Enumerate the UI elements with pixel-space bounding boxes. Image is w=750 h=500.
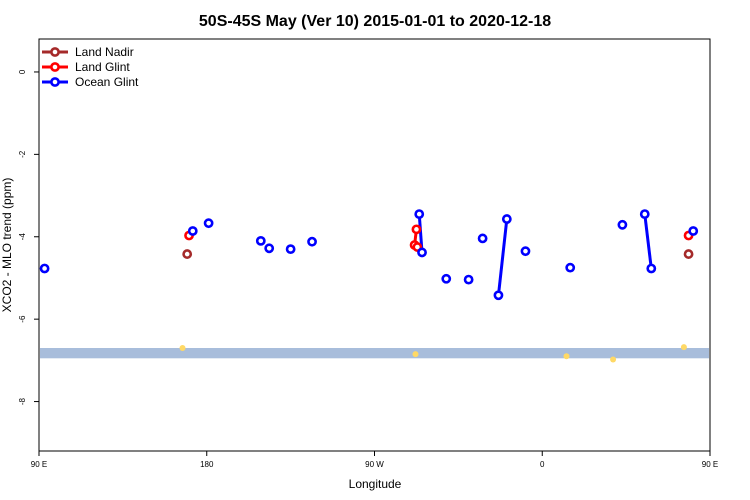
legend-label-ocean-glint: Ocean Glint xyxy=(75,75,139,89)
ocean-glint-point xyxy=(307,236,317,247)
x-tick-label: 90 E xyxy=(702,460,718,469)
segment-layer xyxy=(413,213,653,296)
ocean-glint-point xyxy=(417,247,427,258)
legend-label-land-nadir: Land Nadir xyxy=(75,45,134,59)
ocean-glint-point xyxy=(463,274,474,285)
y-tick-label: -2 xyxy=(18,150,27,158)
land-glint-point xyxy=(411,224,422,235)
ocean-glint-point xyxy=(617,219,628,230)
band-marker xyxy=(563,353,570,360)
ocean-glint-point xyxy=(639,209,650,219)
chart-title: 50S-45S May (Ver 10) 2015-01-01 to 2020-… xyxy=(199,13,551,30)
land-nadir-point xyxy=(182,249,193,259)
y-axis-label: XCO2 - MLO trend (ppm) xyxy=(0,178,14,313)
land-nadir-point xyxy=(683,249,694,259)
y-axis: 0 -2 -4 -6 -8 xyxy=(18,69,39,405)
ocean-glint-point xyxy=(501,214,512,224)
ocean-glint-point xyxy=(264,243,275,254)
plot-frame xyxy=(38,38,711,452)
x-tick-label: 90 W xyxy=(365,460,384,469)
band-marker xyxy=(412,351,419,358)
band-marker xyxy=(610,356,617,363)
point-layer xyxy=(39,209,699,301)
y-tick-label: -8 xyxy=(18,397,27,405)
ocean-glint-point xyxy=(285,244,296,255)
legend-marker-ocean-glint xyxy=(50,77,60,87)
ocean-glint-point xyxy=(203,218,214,229)
ocean-glint-point xyxy=(414,209,425,219)
marker-layer xyxy=(179,344,687,363)
ocean-glint-point xyxy=(255,235,266,246)
legend-marker-land-nadir xyxy=(50,47,60,57)
y-tick-label: -6 xyxy=(18,315,27,323)
y-tick-label: -4 xyxy=(18,233,27,241)
ocean-glint-point xyxy=(646,263,657,274)
ocean-glint-segment xyxy=(643,213,653,269)
x-tick-label: 90 E xyxy=(31,460,47,469)
x-tick-label: 180 xyxy=(200,460,214,469)
ocean-glint-point xyxy=(493,290,504,301)
ocean-glint-segment xyxy=(496,218,509,296)
ocean-glint-point xyxy=(187,226,198,236)
ocean-glint-point xyxy=(39,263,50,274)
ocean-glint-point xyxy=(477,233,488,244)
x-axis-label: Longitude xyxy=(349,477,402,491)
y-tick-label: 0 xyxy=(18,69,27,74)
legend-marker-land-glint xyxy=(50,62,60,72)
ocean-glint-point xyxy=(441,273,452,284)
x-tick-label: 0 xyxy=(540,460,545,469)
band-layer xyxy=(40,348,709,359)
shaded-band xyxy=(40,348,709,359)
legend-label-land-glint: Land Glint xyxy=(75,60,130,74)
ocean-glint-point xyxy=(688,226,699,236)
band-marker xyxy=(680,344,687,351)
ocean-glint-point xyxy=(565,262,576,273)
ocean-glint-point xyxy=(520,246,531,257)
band-marker xyxy=(179,345,186,351)
x-axis: 90 E 180 90 W 0 90 E xyxy=(31,451,718,469)
